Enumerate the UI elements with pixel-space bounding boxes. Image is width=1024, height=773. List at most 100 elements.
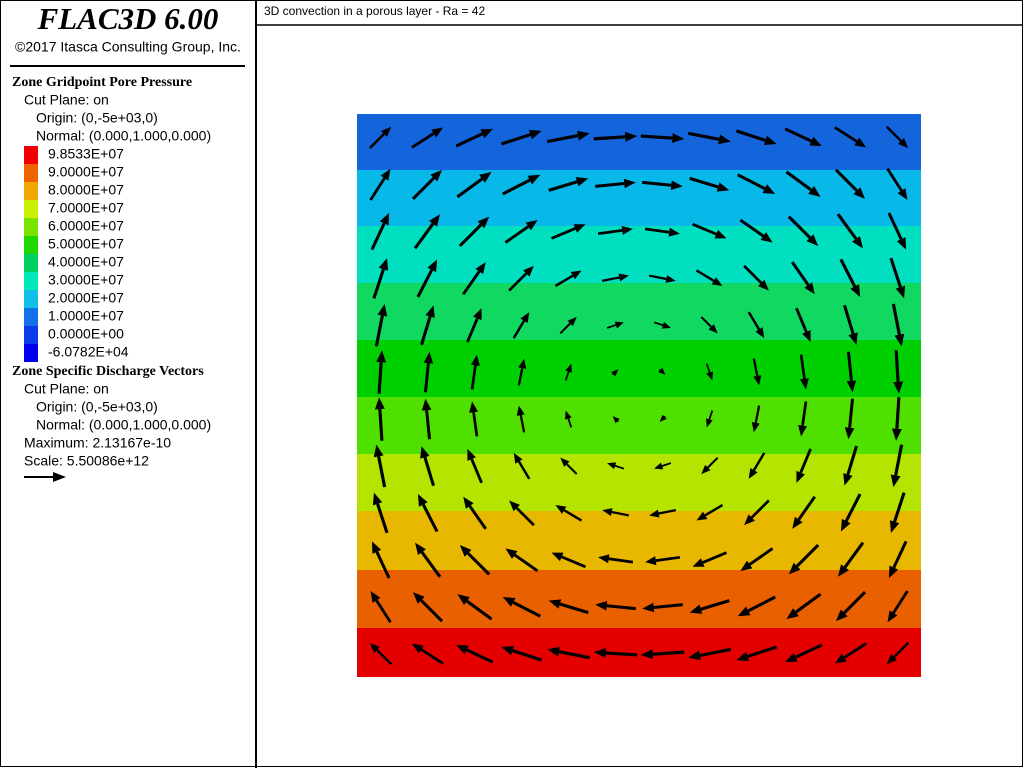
vector-head (598, 554, 610, 564)
vector-head (509, 500, 520, 512)
vector-shaft (659, 368, 661, 371)
vector-shaft (504, 225, 530, 244)
band (357, 226, 921, 284)
vector-shaft (614, 464, 625, 470)
vector-shaft (892, 540, 908, 569)
vector-head (565, 363, 572, 373)
vector-shaft (846, 445, 858, 475)
legend-label: 4.0000E+07 (48, 254, 124, 270)
vector-shaft (894, 444, 904, 476)
vector-shaft (887, 212, 903, 240)
legend-swatch (24, 308, 38, 326)
vector-head (751, 421, 760, 433)
legend-line: Normal: (0.000,1.000,0.000) (36, 417, 211, 433)
vector-head (625, 131, 638, 142)
vector-head (565, 410, 572, 420)
vector-head (889, 520, 900, 533)
vector-shaft (512, 320, 526, 339)
legend-line: Cut Plane: on (24, 92, 109, 108)
vector-head (834, 653, 847, 664)
vector-shaft (640, 134, 673, 140)
vector-shaft (687, 131, 720, 141)
band (357, 570, 921, 629)
vector-shaft (787, 215, 812, 239)
vector-head (567, 316, 577, 327)
vector-head (688, 650, 701, 661)
vector-shaft (834, 168, 858, 192)
vector-shaft (456, 177, 483, 199)
vector-head (748, 468, 758, 479)
vector-head (456, 644, 469, 655)
vector-head (762, 184, 776, 194)
legend-line: Origin: (0,-5e+03,0) (36, 110, 158, 126)
vector-shaft (843, 304, 855, 335)
vector-shaft (559, 602, 589, 615)
vector-head (711, 277, 723, 286)
vector-shaft (644, 227, 670, 234)
vector-shaft (378, 409, 384, 441)
vector-head (706, 418, 713, 428)
vector-shaft (515, 507, 535, 527)
vector-head (898, 138, 909, 149)
legend-swatch (24, 164, 38, 182)
vector-shaft (843, 591, 867, 615)
vector-head (894, 333, 905, 347)
vector-head (853, 187, 866, 199)
vector-head (527, 174, 541, 185)
vector-head (374, 397, 385, 410)
vector-shaft (894, 350, 900, 382)
vector-head (854, 137, 867, 148)
vector-head (412, 592, 425, 604)
vector-shaft (468, 505, 487, 530)
vector-shaft (895, 397, 901, 429)
vector-shaft (559, 322, 571, 335)
vector-shaft (750, 499, 770, 519)
legend-label: -6.0782E+04 (48, 344, 129, 360)
vector-head (379, 212, 390, 226)
vector-head (376, 350, 387, 363)
vector-head (505, 548, 518, 559)
legend-swatch (24, 326, 38, 344)
vector-shaft (891, 303, 901, 335)
vector-shaft (546, 134, 579, 144)
vector-shaft (601, 276, 620, 282)
vector-head (808, 185, 821, 197)
vector-shaft (617, 420, 619, 423)
vector-shaft (375, 599, 392, 623)
vector-head (640, 649, 653, 660)
vector-head (555, 505, 567, 514)
vector-head (381, 126, 392, 137)
vector-shaft (752, 358, 759, 377)
vector-head (846, 380, 857, 393)
vector-head (420, 446, 430, 459)
legend-title: Zone Specific Discharge Vectors (12, 364, 204, 379)
vector-shaft (420, 316, 432, 346)
vector-head (560, 457, 570, 467)
vector-shaft (797, 495, 816, 521)
vector-head (573, 224, 586, 233)
vector-shaft (608, 557, 634, 564)
vector-shaft (372, 268, 385, 299)
vector-head (809, 136, 822, 147)
vector-shaft (558, 650, 591, 660)
vector-head (378, 258, 389, 271)
vector-shaft (561, 555, 587, 569)
vector-shaft (597, 229, 623, 236)
vector-head (520, 312, 530, 323)
vector-shaft (425, 410, 432, 440)
vector-head (469, 401, 479, 413)
vector-head (716, 182, 730, 192)
vector-head (736, 651, 750, 662)
vector-shaft (784, 127, 813, 143)
vector-head (806, 234, 819, 246)
vector-shaft (707, 456, 719, 469)
vector-shaft (513, 553, 539, 573)
legend-swatch (24, 272, 38, 290)
vector-shaft (377, 456, 387, 488)
vector-head (740, 560, 753, 571)
vector-shaft (655, 555, 681, 562)
vector-shaft (508, 272, 528, 292)
band (357, 340, 921, 398)
vector-shaft (512, 601, 541, 618)
vector-shaft (795, 543, 820, 568)
